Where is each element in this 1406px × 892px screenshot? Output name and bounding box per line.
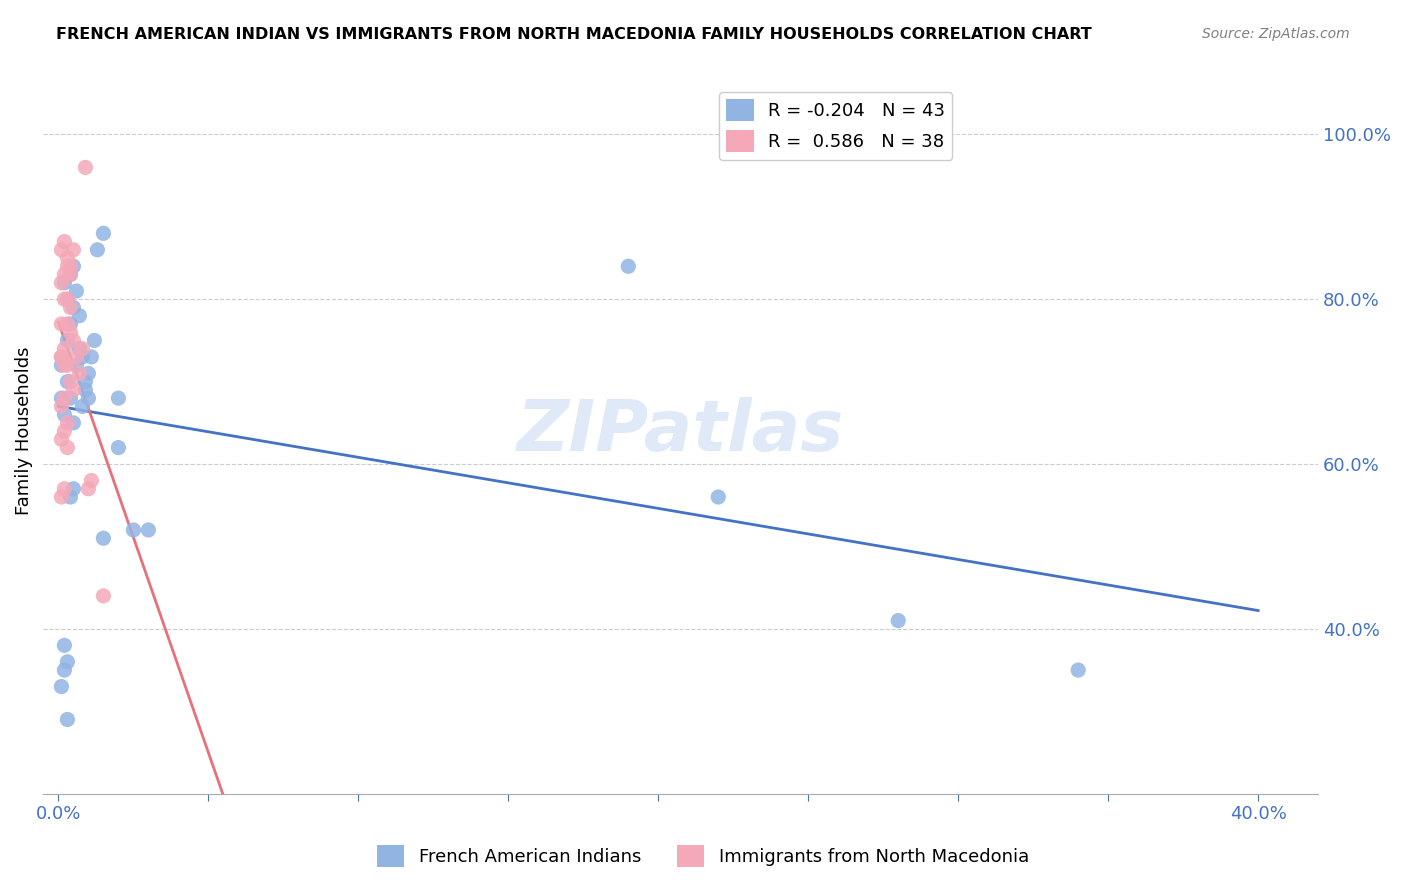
Point [65, 284, 87, 298]
Point [51, 490, 73, 504]
Point [93, 589, 115, 603]
Point [51, 350, 73, 364]
Point [51, 400, 73, 414]
Point [56, 292, 79, 306]
Point [53, 424, 76, 438]
Point [53, 235, 76, 249]
Point [53, 482, 76, 496]
Point [51, 276, 73, 290]
Point [72, 350, 94, 364]
Point [67, 342, 90, 356]
Point [80, 474, 103, 488]
Point [59, 391, 82, 405]
Point [59, 490, 82, 504]
Point [51, 317, 73, 331]
Point [51, 243, 73, 257]
Point [56, 713, 79, 727]
Point [56, 375, 79, 389]
Point [83, 334, 105, 348]
Point [707, 490, 730, 504]
Point [62, 243, 84, 257]
Point [53, 358, 76, 372]
Point [53, 276, 76, 290]
Point [107, 391, 129, 405]
Point [65, 350, 87, 364]
Point [53, 342, 76, 356]
Point [72, 400, 94, 414]
Point [51, 433, 73, 447]
Point [53, 391, 76, 405]
Point [62, 383, 84, 397]
Point [53, 663, 76, 677]
Point [53, 408, 76, 422]
Point [56, 292, 79, 306]
Point [72, 342, 94, 356]
Point [59, 268, 82, 282]
Point [51, 391, 73, 405]
Point [80, 350, 103, 364]
Point [56, 334, 79, 348]
Point [77, 391, 100, 405]
Point [67, 309, 90, 323]
Point [62, 334, 84, 348]
Point [59, 301, 82, 315]
Point [77, 367, 100, 381]
Point [56, 251, 79, 265]
Point [62, 301, 84, 315]
Point [51, 350, 73, 364]
Point [75, 375, 97, 389]
Text: Source: ZipAtlas.com: Source: ZipAtlas.com [1202, 27, 1350, 41]
Y-axis label: Family Households: Family Households [15, 347, 32, 516]
Point [75, 161, 97, 175]
Point [59, 325, 82, 339]
Point [93, 531, 115, 545]
Point [56, 317, 79, 331]
Legend: R = -0.204   N = 43, R =  0.586   N = 38: R = -0.204 N = 43, R = 0.586 N = 38 [720, 92, 952, 160]
Point [86, 243, 108, 257]
Point [617, 260, 640, 274]
Point [53, 292, 76, 306]
Point [65, 358, 87, 372]
Point [56, 416, 79, 430]
Point [1067, 663, 1090, 677]
Point [93, 227, 115, 241]
Point [59, 317, 82, 331]
Point [59, 268, 82, 282]
Point [62, 416, 84, 430]
Point [62, 260, 84, 274]
Text: FRENCH AMERICAN INDIAN VS IMMIGRANTS FROM NORTH MACEDONIA FAMILY HOUSEHOLDS CORR: FRENCH AMERICAN INDIAN VS IMMIGRANTS FRO… [56, 27, 1092, 42]
Point [56, 358, 79, 372]
Legend: French American Indians, Immigrants from North Macedonia: French American Indians, Immigrants from… [370, 838, 1036, 874]
Point [77, 482, 100, 496]
Point [62, 482, 84, 496]
Point [56, 260, 79, 274]
Point [51, 358, 73, 372]
Point [56, 655, 79, 669]
Point [107, 441, 129, 455]
Point [59, 375, 82, 389]
Point [887, 614, 910, 628]
Point [122, 523, 145, 537]
Text: ZIPatlas: ZIPatlas [517, 397, 845, 466]
Point [59, 260, 82, 274]
Point [67, 367, 90, 381]
Point [75, 383, 97, 397]
Point [53, 638, 76, 652]
Point [51, 680, 73, 694]
Point [53, 268, 76, 282]
Point [138, 523, 160, 537]
Point [56, 441, 79, 455]
